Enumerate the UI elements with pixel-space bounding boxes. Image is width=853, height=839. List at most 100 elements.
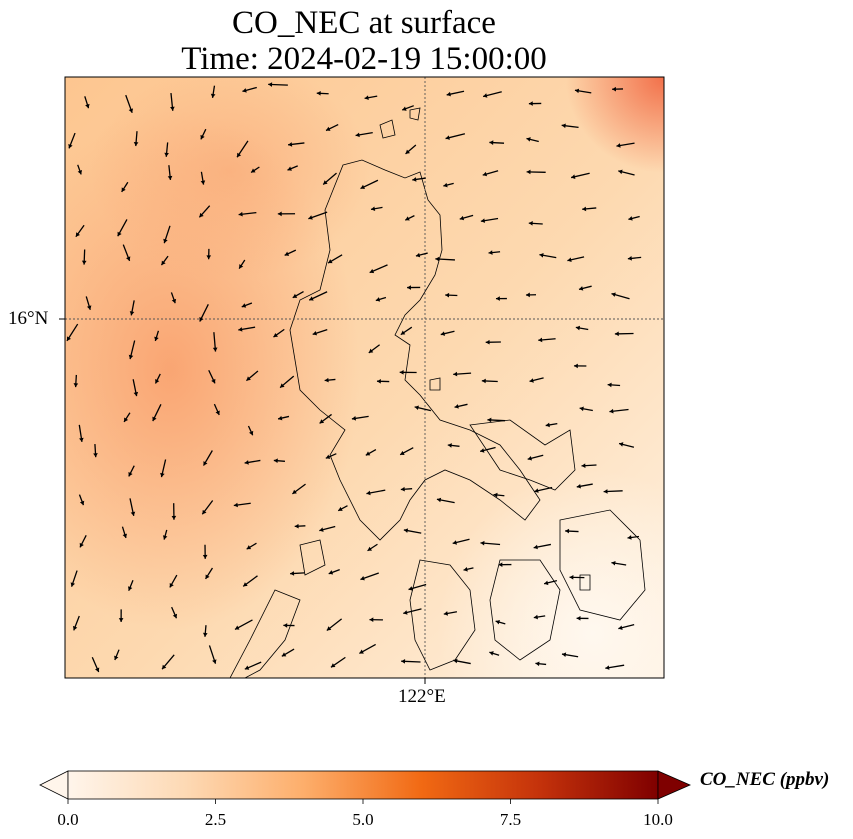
wind-arrow xyxy=(401,659,421,664)
wind-arrow xyxy=(129,498,136,517)
wind-arrow xyxy=(281,648,295,657)
wind-arrow xyxy=(440,330,455,336)
wind-arrow xyxy=(415,252,428,258)
luzon-coastline xyxy=(289,159,541,541)
wind-arrow xyxy=(294,523,306,529)
wind-arrow xyxy=(436,497,455,504)
wind-arrow xyxy=(366,489,386,496)
wind-arrow xyxy=(538,337,556,343)
wind-arrow xyxy=(129,300,135,316)
wind-arrow xyxy=(581,463,597,468)
wind-arrow xyxy=(308,211,328,220)
wind-arrow xyxy=(122,244,131,262)
wind-arrow xyxy=(578,285,592,291)
wind-arrow xyxy=(443,182,454,188)
wind-arrow xyxy=(369,264,388,274)
wind-arrow xyxy=(447,443,460,448)
samar-coastline xyxy=(559,509,646,621)
wind-arrow xyxy=(609,408,629,414)
wind-arrow xyxy=(533,543,552,550)
wind-arrow xyxy=(360,179,379,190)
wind-arrow xyxy=(73,374,79,388)
wind-arrow xyxy=(618,624,635,630)
wind-arrow xyxy=(154,373,161,384)
wind-arrow xyxy=(319,413,332,424)
wind-arrow xyxy=(355,132,373,138)
wind-arrow xyxy=(375,296,387,302)
wind-arrow xyxy=(579,406,593,412)
wind-arrow xyxy=(316,91,329,96)
wind-arrow xyxy=(607,382,621,388)
wind-arrow xyxy=(612,86,624,92)
colorbar-gradient xyxy=(67,770,659,800)
wind-arrow xyxy=(160,255,169,266)
co-hotspot-northeast xyxy=(500,77,664,237)
wind-arrow xyxy=(287,165,298,171)
wind-arrow xyxy=(208,369,216,384)
colorbar-tick-label: 5.0 xyxy=(352,810,374,829)
small-island xyxy=(579,574,591,591)
wind-arrow xyxy=(489,140,505,145)
wind-arrow xyxy=(404,215,415,221)
wind-arrow xyxy=(118,609,124,622)
wind-arrow xyxy=(407,285,421,290)
wind-arrow xyxy=(539,253,557,259)
wind-arrow xyxy=(479,446,496,453)
wind-arrow xyxy=(528,101,542,106)
wind-arrow xyxy=(123,412,131,423)
wind-arrow xyxy=(245,370,259,382)
palawan-coastline xyxy=(229,589,301,678)
bicol-coastline xyxy=(469,419,576,491)
wind-arrow xyxy=(199,304,209,322)
wind-arrow xyxy=(480,540,501,546)
wind-arrow xyxy=(128,579,134,591)
map-title-line2: Time: 2024-02-19 15:00:00 xyxy=(181,41,547,77)
wind-arrow xyxy=(463,567,474,572)
wind-arrow xyxy=(206,248,212,260)
wind-arrow xyxy=(244,459,261,465)
map-title-line1: CO_NEC at surface xyxy=(232,5,496,41)
wind-arrow xyxy=(171,503,177,520)
wind-arrow xyxy=(325,123,339,132)
wind-arrow xyxy=(405,144,417,155)
wind-arrow xyxy=(330,656,346,668)
wind-arrow xyxy=(489,651,500,656)
wind-arrow xyxy=(543,580,558,586)
wind-arrow xyxy=(128,465,135,477)
wind-arrow xyxy=(493,492,505,498)
wind-arrow xyxy=(618,442,635,448)
colorbar-tick-label: 7.5 xyxy=(499,810,522,829)
wind-arrow xyxy=(233,502,251,508)
wind-arrow xyxy=(128,340,136,360)
wind-arrow xyxy=(487,417,506,423)
wind-arrow xyxy=(485,339,501,345)
wind-arrow xyxy=(171,606,178,619)
colorbar-tick-label: 0.0 xyxy=(57,810,79,829)
wind-arrow xyxy=(400,486,413,492)
wind-arrow xyxy=(170,292,177,304)
wind-arrow xyxy=(291,483,306,495)
map-panel xyxy=(59,76,665,684)
wind-arrow xyxy=(488,250,501,255)
colorbar-min-extend xyxy=(39,770,69,800)
wind-arrow xyxy=(246,542,257,550)
wind-arrow xyxy=(288,142,305,147)
wind-arrow xyxy=(328,568,340,575)
wind-arrow xyxy=(403,608,422,615)
wind-arrow xyxy=(628,215,640,221)
wind-arrow xyxy=(238,259,246,269)
wind-arrow xyxy=(582,206,597,212)
wind-arrow xyxy=(308,291,328,301)
wind-arrow xyxy=(319,525,336,532)
wind-arrow xyxy=(78,494,85,506)
wind-arrow xyxy=(268,82,288,87)
wind-arrow xyxy=(535,661,547,667)
wind-arrow xyxy=(325,453,337,459)
wind-arrow xyxy=(114,649,120,661)
wind-arrow xyxy=(367,543,378,552)
wind-arrow xyxy=(526,137,539,143)
wind-arrow xyxy=(614,331,634,337)
wind-arrow xyxy=(283,623,295,628)
wind-arrow xyxy=(84,96,90,109)
wind-arrow xyxy=(247,425,254,436)
